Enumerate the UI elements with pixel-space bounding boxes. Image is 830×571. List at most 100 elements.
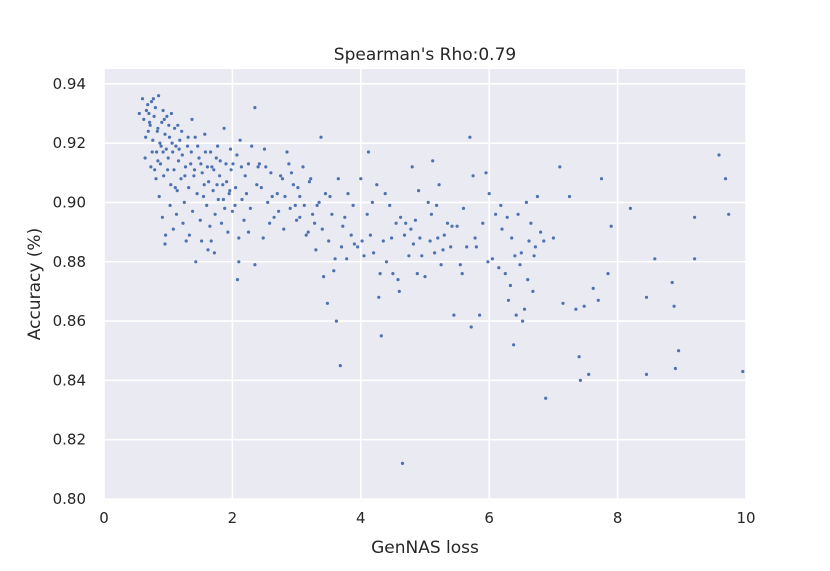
data-point: [147, 111, 151, 116]
data-point: [243, 174, 247, 178]
data-point: [183, 165, 188, 169]
data-point: [322, 275, 326, 279]
data-point: [280, 177, 285, 181]
data-point: [506, 298, 511, 302]
data-point: [176, 159, 181, 163]
data-point: [644, 372, 649, 376]
data-point: [171, 150, 175, 154]
data-point: [149, 100, 154, 104]
data-point: [474, 245, 478, 249]
data-point: [146, 129, 150, 133]
data-point: [152, 114, 156, 118]
data-point: [242, 218, 246, 222]
data-point: [510, 236, 514, 240]
data-point: [441, 248, 445, 252]
data-point: [533, 245, 538, 249]
data-point: [140, 97, 145, 101]
data-point: [320, 227, 324, 231]
data-point: [410, 165, 414, 169]
data-point: [420, 254, 424, 258]
data-point: [209, 239, 213, 243]
data-point: [505, 215, 509, 219]
y-tick-label: 0.92: [53, 134, 86, 152]
y-tick-label: 0.86: [53, 312, 86, 330]
data-point: [255, 183, 259, 187]
data-point: [334, 319, 338, 323]
data-point: [214, 156, 218, 160]
data-point: [307, 180, 311, 184]
data-point: [365, 212, 369, 216]
data-point: [237, 236, 241, 240]
data-point: [235, 278, 240, 282]
data-point: [577, 355, 581, 359]
data-point: [151, 97, 155, 101]
y-tick-label: 0.80: [53, 490, 86, 508]
data-point: [180, 153, 184, 157]
data-point: [195, 192, 199, 196]
data-point: [148, 123, 152, 127]
data-point: [288, 206, 292, 210]
data-point: [266, 200, 270, 204]
x-tick-label: 6: [484, 509, 494, 527]
data-point: [166, 156, 170, 160]
x-tick-label: 4: [356, 509, 366, 527]
data-point: [473, 236, 477, 240]
data-point: [484, 171, 488, 175]
data-point: [181, 221, 185, 225]
data-point: [304, 233, 308, 237]
data-point: [224, 162, 228, 166]
data-point: [206, 248, 210, 252]
data-point: [693, 257, 697, 261]
data-point: [182, 200, 186, 204]
data-point: [183, 174, 187, 178]
y-axis-ticks: 0.80 0.82 0.84 0.86 0.88 0.90 0.92 0.94: [53, 75, 86, 508]
data-point: [516, 212, 520, 216]
data-point: [155, 129, 159, 133]
data-point: [226, 230, 230, 234]
data-point: [503, 272, 507, 276]
data-point: [287, 162, 291, 166]
data-point: [693, 215, 697, 219]
data-point: [397, 289, 401, 293]
data-point: [362, 254, 366, 258]
data-point: [262, 147, 267, 151]
data-point: [723, 177, 728, 181]
data-point: [396, 278, 400, 282]
data-point: [296, 186, 300, 190]
data-point: [228, 189, 232, 193]
data-point: [519, 251, 523, 255]
data-point: [161, 150, 165, 154]
data-point: [289, 171, 294, 175]
data-point: [343, 215, 347, 219]
data-point: [368, 233, 372, 237]
data-point: [499, 203, 503, 207]
data-point: [146, 103, 150, 107]
data-point: [356, 245, 360, 249]
data-point: [142, 117, 146, 121]
data-point: [187, 186, 191, 190]
data-point: [567, 194, 572, 199]
data-point: [399, 215, 403, 219]
data-point: [180, 129, 184, 133]
data-point: [377, 295, 381, 299]
data-point: [259, 186, 263, 190]
data-point: [407, 254, 411, 258]
data-point: [672, 304, 676, 308]
data-point: [319, 135, 323, 139]
data-point: [173, 186, 177, 190]
y-tick-label: 0.94: [53, 75, 86, 93]
data-point: [628, 206, 633, 210]
data-point: [352, 242, 356, 246]
data-point: [163, 132, 167, 136]
data-point: [184, 239, 188, 243]
data-point: [178, 138, 182, 142]
data-point: [336, 177, 340, 181]
data-point: [233, 203, 237, 207]
data-point: [191, 209, 195, 213]
data-point: [248, 206, 252, 210]
data-point: [741, 369, 745, 374]
data-point: [494, 212, 498, 216]
data-point: [508, 283, 512, 288]
data-point: [381, 239, 385, 243]
